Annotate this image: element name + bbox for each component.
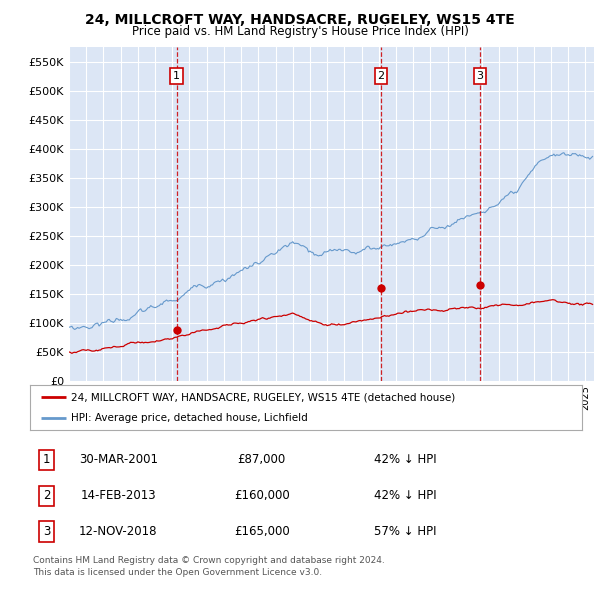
Text: 2: 2 <box>377 71 385 81</box>
Text: This data is licensed under the Open Government Licence v3.0.: This data is licensed under the Open Gov… <box>33 568 322 576</box>
Text: £87,000: £87,000 <box>238 453 286 466</box>
Text: Contains HM Land Registry data © Crown copyright and database right 2024.: Contains HM Land Registry data © Crown c… <box>33 556 385 565</box>
Text: 24, MILLCROFT WAY, HANDSACRE, RUGELEY, WS15 4TE: 24, MILLCROFT WAY, HANDSACRE, RUGELEY, W… <box>85 13 515 27</box>
Text: 14-FEB-2013: 14-FEB-2013 <box>80 489 156 502</box>
Text: £160,000: £160,000 <box>234 489 290 502</box>
Text: 2: 2 <box>43 489 50 502</box>
Text: HPI: Average price, detached house, Lichfield: HPI: Average price, detached house, Lich… <box>71 414 308 424</box>
Text: 57% ↓ HPI: 57% ↓ HPI <box>374 525 437 538</box>
Text: 3: 3 <box>476 71 484 81</box>
Text: 42% ↓ HPI: 42% ↓ HPI <box>374 453 437 466</box>
Text: £165,000: £165,000 <box>234 525 290 538</box>
Text: 1: 1 <box>43 453 50 466</box>
Text: 42% ↓ HPI: 42% ↓ HPI <box>374 489 437 502</box>
Text: 24, MILLCROFT WAY, HANDSACRE, RUGELEY, WS15 4TE (detached house): 24, MILLCROFT WAY, HANDSACRE, RUGELEY, W… <box>71 392 455 402</box>
Text: 1: 1 <box>173 71 180 81</box>
Text: 30-MAR-2001: 30-MAR-2001 <box>79 453 158 466</box>
Text: 3: 3 <box>43 525 50 538</box>
Text: Price paid vs. HM Land Registry's House Price Index (HPI): Price paid vs. HM Land Registry's House … <box>131 25 469 38</box>
Text: 12-NOV-2018: 12-NOV-2018 <box>79 525 158 538</box>
